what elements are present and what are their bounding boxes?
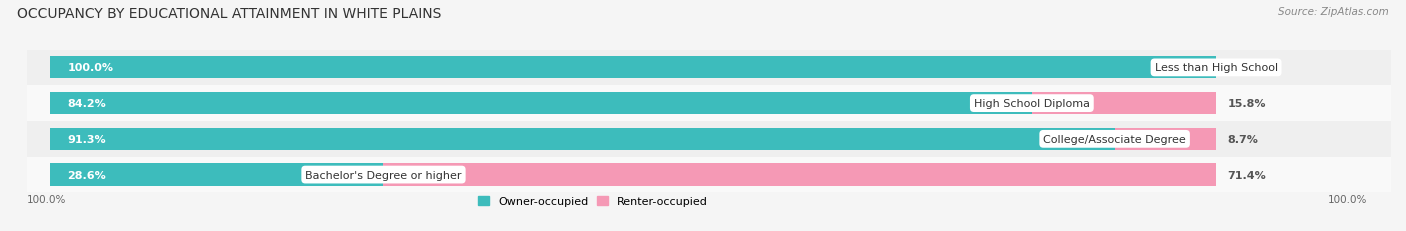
Bar — [51, 93, 1032, 115]
Text: OCCUPANCY BY EDUCATIONAL ATTAINMENT IN WHITE PLAINS: OCCUPANCY BY EDUCATIONAL ATTAINMENT IN W… — [17, 7, 441, 21]
Text: 100.0%: 100.0% — [1329, 194, 1368, 204]
Text: 28.6%: 28.6% — [67, 170, 107, 180]
Bar — [1032, 93, 1216, 115]
Bar — [51, 57, 1216, 79]
Text: Bachelor's Degree or higher: Bachelor's Degree or higher — [305, 170, 461, 180]
Bar — [1115, 128, 1216, 150]
Text: 15.8%: 15.8% — [1227, 99, 1267, 109]
Bar — [384, 164, 1216, 186]
Text: 100.0%: 100.0% — [67, 63, 114, 73]
FancyBboxPatch shape — [27, 50, 1406, 86]
Text: Less than High School: Less than High School — [1154, 63, 1278, 73]
Text: High School Diploma: High School Diploma — [974, 99, 1090, 109]
FancyBboxPatch shape — [27, 122, 1406, 157]
Text: 84.2%: 84.2% — [67, 99, 107, 109]
Bar — [51, 164, 384, 186]
Text: 91.3%: 91.3% — [67, 134, 105, 144]
Text: 0.0%: 0.0% — [1227, 63, 1258, 73]
FancyBboxPatch shape — [27, 157, 1406, 193]
Text: College/Associate Degree: College/Associate Degree — [1043, 134, 1187, 144]
Text: 100.0%: 100.0% — [27, 194, 66, 204]
FancyBboxPatch shape — [27, 86, 1406, 122]
Text: Source: ZipAtlas.com: Source: ZipAtlas.com — [1278, 7, 1389, 17]
Text: 71.4%: 71.4% — [1227, 170, 1267, 180]
Text: 8.7%: 8.7% — [1227, 134, 1258, 144]
Bar — [51, 128, 1115, 150]
Legend: Owner-occupied, Renter-occupied: Owner-occupied, Renter-occupied — [474, 192, 713, 211]
